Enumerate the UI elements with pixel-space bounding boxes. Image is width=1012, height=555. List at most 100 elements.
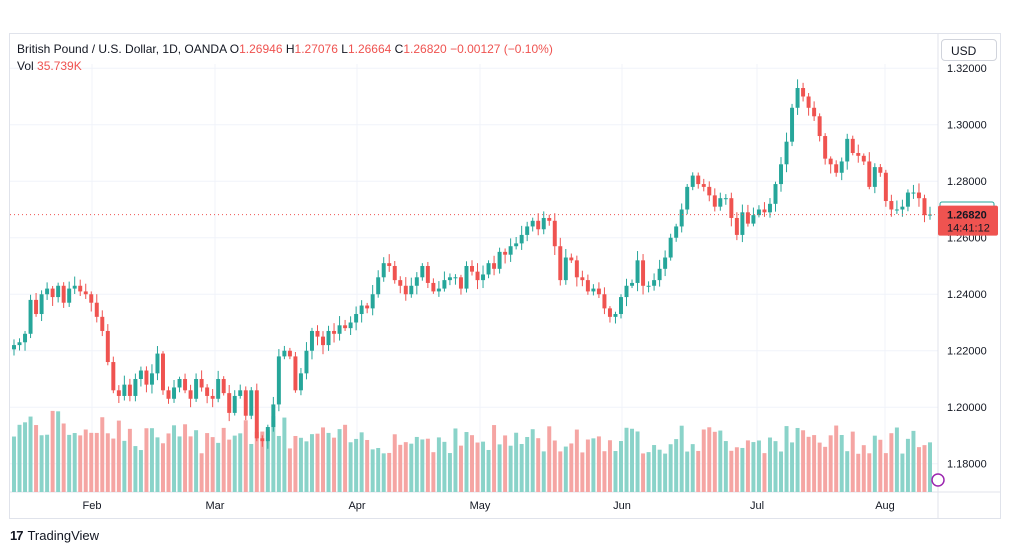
candle-body	[100, 316, 105, 331]
candle-body	[569, 257, 574, 261]
volume-bar	[486, 449, 491, 492]
volume-bar	[431, 452, 436, 492]
volume-bar	[61, 423, 66, 492]
candle-body	[497, 251, 502, 269]
volume-bar	[585, 439, 590, 492]
volume-bar	[194, 430, 199, 492]
candle-body	[839, 161, 844, 173]
x-tick-label: Mar	[206, 500, 225, 512]
candle-body	[238, 390, 243, 396]
currency-button[interactable]: USD	[941, 39, 997, 61]
volume-bar	[613, 451, 618, 492]
volume-bar	[50, 410, 55, 492]
volume-bar	[337, 429, 342, 492]
symbol-name: British Pound / U.S. Dollar, 1D, OANDA	[17, 42, 227, 56]
high-value: 1.27076	[294, 42, 338, 56]
volume-bar	[105, 433, 110, 492]
volume-bar	[707, 427, 712, 492]
volume-bar	[740, 447, 745, 492]
volume-bar	[607, 440, 612, 492]
candle-body	[249, 390, 254, 416]
volume-bar	[652, 445, 657, 492]
volume-bar	[856, 453, 861, 492]
volume-bar	[254, 431, 259, 492]
volume-bar	[668, 444, 673, 492]
close-value: 1.26820	[403, 42, 447, 56]
candle-body	[34, 299, 39, 315]
candle-body	[470, 265, 474, 272]
volume-bar	[801, 430, 806, 492]
volume-bar	[409, 443, 414, 492]
candle-body	[12, 345, 16, 350]
volume-bar	[475, 442, 480, 492]
volume-bar	[679, 425, 684, 492]
y-tick-label: 1.26000	[947, 233, 987, 245]
volume-bar	[470, 435, 474, 492]
candle-body	[707, 186, 712, 196]
candle-body	[889, 201, 894, 210]
candle-body	[332, 330, 337, 334]
candle-body	[607, 308, 612, 317]
candle-body	[541, 217, 546, 230]
volume-bar	[359, 432, 364, 492]
candle-body	[111, 362, 116, 391]
volume-bar	[734, 447, 739, 492]
volume-bar	[387, 452, 392, 492]
volume-bar	[414, 436, 419, 492]
volume-bar	[563, 446, 568, 492]
volume-bar	[271, 416, 276, 492]
tradingview-brand[interactable]: 17 TradingView	[10, 528, 99, 543]
candle-body	[767, 203, 772, 213]
volume-bar	[453, 428, 458, 492]
volume-bar	[177, 436, 182, 492]
volume-bar	[72, 433, 77, 492]
countdown-text: 14:41:12	[947, 223, 990, 235]
volume-bar	[883, 453, 888, 492]
candle-body	[916, 192, 921, 199]
volume-bar	[199, 453, 204, 492]
open-label: O	[229, 42, 240, 56]
volume-bar	[39, 435, 44, 492]
volume-bar	[458, 445, 463, 492]
volume-bar	[712, 431, 717, 492]
candle-body	[392, 265, 397, 281]
candle-body	[756, 209, 761, 216]
candle-body	[321, 336, 325, 346]
candle-body	[431, 282, 436, 292]
change-value: −0.00127 (−0.10%)	[450, 42, 553, 56]
candle-body	[801, 88, 806, 97]
volume-bar	[282, 417, 287, 492]
candle-body	[525, 226, 530, 235]
volume-bar	[839, 434, 844, 492]
candle-body	[740, 212, 745, 235]
volume-bar	[916, 447, 921, 492]
candle-body	[166, 390, 171, 399]
volume-bar	[889, 433, 894, 492]
volume-bar	[619, 441, 623, 492]
candle-body	[370, 294, 375, 309]
volume-bar	[304, 441, 309, 492]
volume-bar	[674, 439, 679, 492]
volume-bar	[872, 435, 877, 492]
volume-bar	[894, 427, 899, 492]
candle-body	[552, 220, 557, 247]
candle-body	[646, 285, 651, 287]
candle-body	[420, 265, 425, 278]
candle-body	[144, 370, 149, 385]
volume-bar	[547, 426, 552, 492]
candle-body	[133, 378, 138, 396]
candle-body	[287, 350, 292, 357]
candle-body	[138, 370, 143, 379]
candle-body	[221, 378, 226, 394]
candle-body	[867, 161, 872, 187]
candle-body	[56, 285, 61, 298]
volume-bar	[122, 440, 127, 492]
volume-bar	[34, 425, 39, 492]
candle-body	[734, 217, 739, 235]
candle-body	[723, 198, 728, 200]
candle-body	[630, 282, 635, 286]
candle-body	[663, 257, 668, 269]
candle-body	[116, 390, 121, 396]
candle-body	[574, 260, 579, 278]
